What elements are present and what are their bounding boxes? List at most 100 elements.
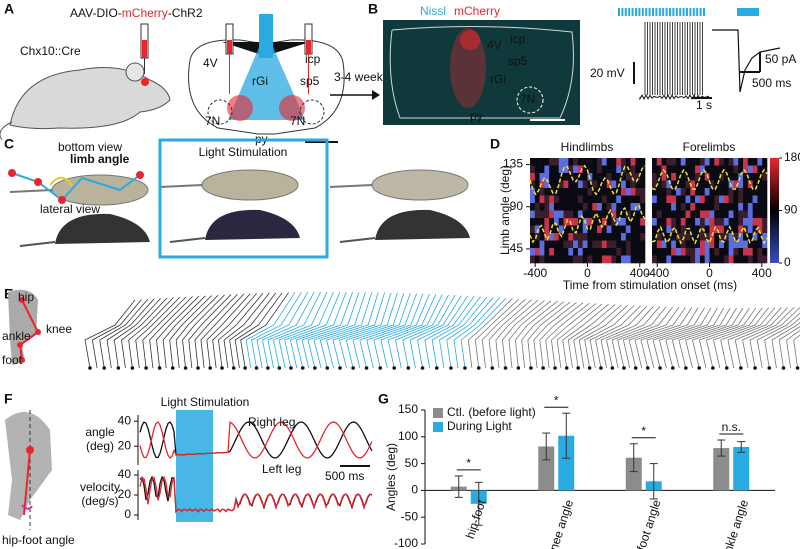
heatmap-cell — [630, 195, 636, 204]
heatmap-cell — [625, 255, 631, 264]
stick-figure — [533, 302, 577, 369]
heatmap-cell — [704, 188, 710, 196]
heatmap-cell — [699, 165, 706, 174]
stick-figure — [646, 307, 705, 369]
heatmap-cell — [714, 165, 720, 174]
heatmap-cell — [709, 158, 715, 166]
heatmap-cell — [719, 158, 725, 166]
heatmap-cell — [762, 210, 768, 219]
heatmap-cell — [733, 210, 739, 219]
heatmap-cell — [752, 180, 758, 189]
voltage-trace — [639, 93, 711, 101]
current-trace — [712, 29, 781, 93]
y-tick-label: 40 — [118, 467, 132, 481]
heatmap-cell — [573, 233, 579, 241]
x-tick-label: foot angle — [634, 498, 664, 549]
light-pulse — [621, 8, 624, 16]
heatmap-cell — [690, 173, 696, 181]
mouse-tail — [329, 184, 373, 188]
foot-marker — [697, 366, 702, 370]
heatmap-cell — [695, 240, 701, 249]
stick-figure — [453, 297, 501, 369]
heatmap-cell — [640, 218, 646, 226]
stick-figure — [771, 322, 800, 369]
heatmap-cell — [563, 158, 569, 166]
y-axis-label: (deg) — [86, 439, 114, 453]
heatmap-cell — [652, 233, 658, 241]
panel-label: F — [4, 391, 13, 407]
heatmap-cell — [685, 158, 691, 166]
heatmap-cell — [630, 225, 636, 234]
heatmap-cell — [553, 195, 560, 204]
heatmap-cell — [553, 180, 560, 189]
heatmap-cell — [553, 158, 560, 166]
heatmap-cell — [675, 203, 682, 211]
heatmap-cell — [630, 255, 636, 264]
mcherry-signal — [450, 28, 486, 108]
heatmap-cell — [661, 173, 667, 181]
stick-figure — [793, 334, 800, 369]
heatmap-cell — [699, 218, 706, 226]
colorbar-tick-label: 90 — [784, 203, 798, 217]
heatmap-cell — [592, 225, 598, 234]
heatmap-cell — [601, 255, 607, 264]
heatmap-cell — [616, 240, 622, 249]
stick-figure — [417, 295, 469, 369]
heatmap-cell — [699, 233, 706, 241]
heatmap-cell — [621, 210, 627, 219]
heatmap-cell — [738, 240, 744, 249]
stick-figure — [474, 298, 520, 369]
heatmap-cell — [704, 248, 710, 256]
heatmap-cell — [690, 188, 696, 196]
light-pulse — [689, 8, 692, 16]
heatmap-cell — [709, 203, 715, 211]
light-pulse — [669, 8, 671, 16]
heatmap-cell — [611, 225, 617, 234]
region-label: icp — [510, 32, 526, 46]
foot-marker — [338, 366, 342, 370]
mouse-photo — [55, 213, 150, 244]
syringe-fluid — [227, 40, 232, 54]
heatmap-cell — [757, 203, 763, 211]
trace — [139, 421, 373, 459]
stick-figure — [652, 307, 712, 369]
trace — [139, 475, 373, 514]
y-tick-label: -50 — [401, 509, 419, 523]
stick-figure — [307, 292, 366, 369]
heatmap-cell — [656, 218, 662, 226]
heatmap-cell — [709, 195, 715, 204]
heatmap-cell — [568, 158, 574, 166]
heatmap-cell — [714, 203, 720, 211]
heatmap-cell — [582, 240, 588, 249]
heatmap-cell — [577, 180, 584, 189]
heatmap-cell — [558, 188, 564, 196]
heatmap-cell — [757, 233, 763, 241]
heatmap-cell — [549, 210, 555, 219]
y-tick-label: 0 — [411, 483, 418, 497]
heatmap-cell — [577, 218, 584, 226]
heatmap-cell — [743, 233, 749, 241]
heatmap-cell — [640, 165, 646, 174]
heatmap-cell — [656, 188, 662, 196]
region-label: 4V — [487, 38, 502, 52]
light-pulse — [682, 8, 685, 16]
heatmap-cell — [685, 255, 691, 264]
stick-figure — [764, 317, 800, 369]
heatmap-cell — [544, 188, 550, 196]
heatmap-cell — [577, 195, 584, 204]
stick-figure — [600, 306, 654, 369]
heatmap-cell — [661, 218, 667, 226]
heatmap-cell — [743, 165, 749, 174]
heatmap-cell — [625, 210, 631, 219]
heatmap-cell — [757, 180, 763, 189]
heatmap-cell — [652, 203, 658, 211]
heatmap-cell — [652, 225, 658, 234]
joint-marker — [58, 196, 66, 204]
foot-marker — [277, 366, 282, 370]
heatmap-cell — [616, 165, 622, 174]
light-pulse — [679, 8, 682, 16]
heatmap-cell — [625, 158, 631, 166]
foot-marker — [633, 366, 638, 370]
heatmap-cell — [685, 225, 691, 234]
heatmap-cell — [587, 233, 593, 241]
